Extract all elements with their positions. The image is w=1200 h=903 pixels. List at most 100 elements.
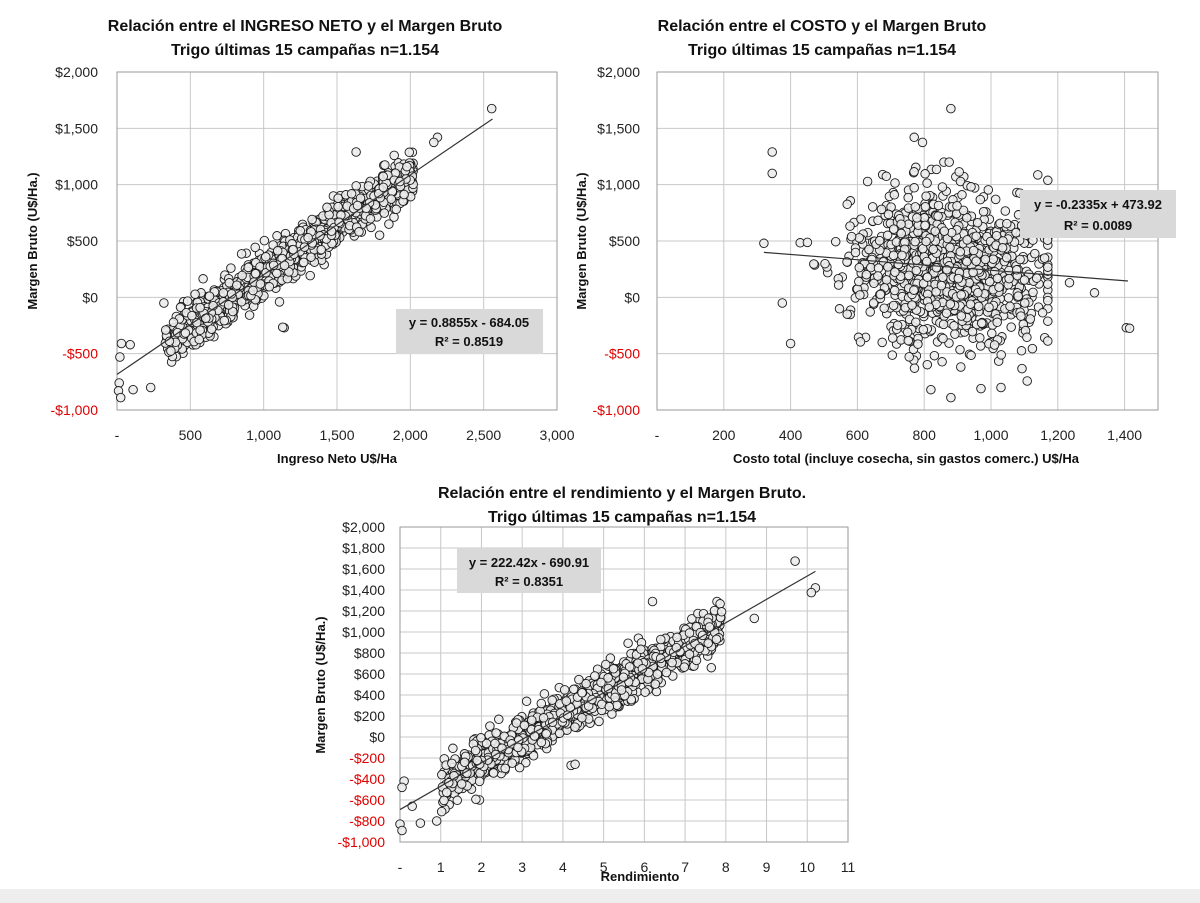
scatter-point (295, 226, 306, 236)
outlier-point (917, 137, 928, 148)
scatter-point (180, 328, 191, 338)
scatter-point (877, 337, 887, 348)
scatter-point (232, 280, 242, 290)
chart-costo-y-ticks: -$1,000 -$500 $0 $500 $1,000 $1,500 $2,000 (593, 64, 641, 418)
chart-rendimiento-title-line2: Trigo últimas 15 campañas n=1.154 (488, 509, 756, 526)
scatter-point (968, 267, 978, 278)
chart-costo-trendline (763, 251, 1128, 282)
chart-ingreso-title-line2: Trigo últimas 15 campañas n=1.154 (171, 42, 439, 59)
scatter-point (971, 231, 981, 241)
page-bottom-strip (0, 889, 1200, 903)
scatter-point (684, 649, 695, 660)
chart-ingreso-outliers (113, 103, 497, 403)
scatter-point (939, 226, 950, 236)
scatter-point (909, 183, 919, 193)
scatter-point (1022, 376, 1032, 386)
scatter-point (684, 628, 695, 638)
scatter-point (694, 643, 705, 654)
scatter-point (303, 232, 313, 243)
scatter-point (704, 622, 715, 632)
x-tick-label: 1,000 (973, 427, 1008, 443)
scatter-point (929, 350, 940, 361)
scatter-point (875, 289, 886, 300)
outlier-point (429, 137, 439, 148)
chart-rendimiento-trendline (399, 570, 816, 811)
scatter-point (937, 182, 948, 192)
scatter-point (909, 167, 919, 177)
scatter-point (922, 359, 933, 370)
scatter-point (975, 194, 986, 205)
scatter-point (842, 199, 852, 210)
scatter-point (470, 745, 481, 756)
scatter-point (988, 254, 998, 264)
x-tick-label: 200 (712, 427, 736, 443)
scatter-point (1011, 227, 1021, 238)
chart-ingreso-y-axis-label: Margen Bruto (U$/Ha.) (25, 172, 40, 309)
scatter-point (945, 299, 956, 309)
y-tick-label: $1,200 (342, 603, 385, 619)
x-tick-label: 2,000 (393, 427, 428, 443)
scatter-point (913, 339, 923, 349)
chart-rendimiento-equation-box (457, 548, 601, 593)
x-tick-label: 1,500 (319, 427, 354, 443)
scatter-point (873, 263, 884, 273)
scatter-point (887, 350, 898, 360)
scatter-point (521, 696, 532, 707)
outlier-point (777, 298, 788, 308)
scatter-point (1015, 254, 1025, 265)
scatter-point (889, 190, 900, 200)
scatter-point (1031, 273, 1042, 283)
scatter-point (973, 301, 984, 312)
scatter-point (955, 247, 966, 257)
scatter-point (971, 256, 981, 266)
y-tick-label: -$1,000 (338, 834, 386, 850)
outlier-point (909, 132, 919, 143)
scatter-point (920, 201, 931, 212)
scatter-point (243, 262, 254, 273)
outlier-point (570, 759, 580, 770)
scatter-point (547, 695, 557, 705)
x-tick-label: - (115, 427, 120, 443)
x-tick-label: 9 (763, 859, 771, 875)
y-tick-label: $500 (67, 233, 98, 249)
scatter-point (494, 714, 504, 725)
outlier-point (806, 587, 817, 598)
outlier-point (767, 168, 777, 179)
scatter-point (374, 230, 385, 240)
outlier-point (1064, 277, 1075, 288)
scatter-point (1043, 279, 1053, 289)
scatter-point (1006, 322, 1016, 332)
x-tick-label: - (398, 859, 403, 875)
scatter-point (1025, 314, 1036, 324)
scatter-point (889, 285, 900, 296)
x-tick-label: 1,400 (1107, 427, 1142, 443)
scatter-point (936, 280, 947, 291)
scatter-point (864, 244, 874, 255)
scatter-point (568, 684, 579, 695)
outlier-point (976, 383, 986, 394)
scatter-point (976, 318, 987, 328)
chart-costo-r2: R² = 0.0089 (1064, 218, 1132, 233)
scatter-point (956, 311, 967, 321)
scatter-point (306, 252, 316, 262)
scatter-point (204, 291, 215, 301)
scatter-point (541, 729, 551, 739)
scatter-point (944, 157, 954, 167)
scatter-point (194, 334, 204, 345)
scatter-point (945, 242, 955, 253)
scatter-point (652, 669, 663, 679)
scatter-point (218, 288, 229, 298)
y-tick-label: -$1,000 (593, 402, 641, 418)
scatter-point (519, 720, 530, 731)
scatter-point (854, 262, 865, 273)
scatter-point (887, 333, 898, 343)
scatter-point (511, 718, 522, 728)
scatter-point (1043, 262, 1053, 272)
scatter-point (391, 204, 402, 215)
outlier-point (759, 238, 769, 249)
chart-rendimiento-title-line1: Relación entre el rendimiento y el Marge… (438, 485, 806, 502)
scatter-point (911, 265, 922, 276)
scatter-point (387, 186, 397, 197)
x-tick-label: 7 (681, 859, 689, 875)
scatter-point (902, 327, 913, 338)
